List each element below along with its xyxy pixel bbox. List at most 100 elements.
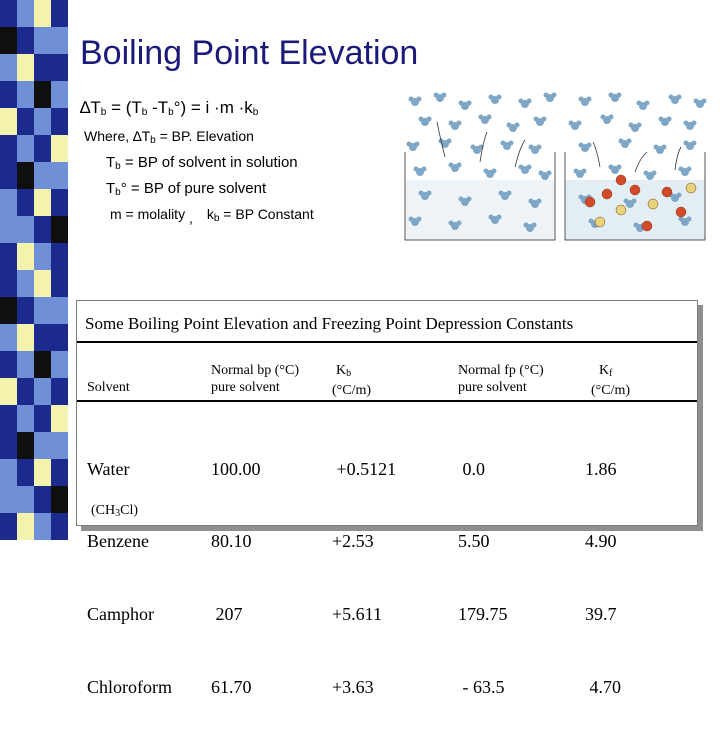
solvent-molecule	[470, 144, 484, 154]
strip-block	[51, 135, 68, 162]
solute-ion	[685, 182, 697, 194]
strip-block	[17, 432, 34, 459]
strip-block	[34, 162, 51, 189]
solvent-molecule	[478, 114, 492, 124]
solute-ion	[641, 220, 653, 232]
strip-block	[0, 486, 17, 513]
strip-block	[34, 108, 51, 135]
solvent-molecule	[418, 116, 432, 126]
strip-block	[34, 243, 51, 270]
header-normal-bp: Normal bp (°C) pure solvent	[211, 363, 300, 395]
strip-block	[17, 108, 34, 135]
solvent-molecule	[458, 100, 472, 110]
strip-block	[17, 459, 34, 486]
strip-block	[0, 378, 17, 405]
solvent-molecule	[523, 222, 537, 232]
strip-block	[17, 297, 34, 324]
table-cell: Water	[87, 458, 130, 479]
solvent-molecule	[433, 92, 447, 102]
evaporation-illustration	[404, 92, 707, 241]
strip-block	[51, 27, 68, 54]
column-solvent: Water Benzene Camphor Chloroform	[87, 408, 172, 748]
strip-block	[17, 270, 34, 297]
table-header-rule	[77, 400, 697, 402]
strip-block	[51, 0, 68, 27]
solvent-molecules	[406, 92, 707, 232]
strip-block	[51, 513, 68, 540]
arrows	[436, 121, 682, 173]
strip-block	[51, 459, 68, 486]
strip-block	[0, 270, 17, 297]
solvent-molecule	[506, 122, 520, 132]
solvent-molecule	[568, 120, 582, 130]
strip-block	[51, 432, 68, 459]
table-cell: 207	[211, 604, 243, 625]
strip-block	[17, 27, 34, 54]
strip-block	[34, 216, 51, 243]
solvent-molecule	[623, 198, 637, 208]
solvent-molecule	[658, 116, 672, 126]
table-cell: 61.70	[211, 677, 252, 698]
strip-block	[17, 216, 34, 243]
column-kb: +0.5121 +2.53 +5.611 +3.63	[332, 408, 396, 748]
solute-ion	[594, 216, 606, 228]
strip-block	[51, 189, 68, 216]
strip-block	[34, 0, 51, 27]
table-cell: +0.5121	[332, 458, 397, 479]
solute-ion	[601, 188, 613, 200]
solvent-molecule	[683, 140, 697, 150]
strip-block	[34, 54, 51, 81]
solvent-molecule	[573, 168, 587, 178]
strip-block	[0, 432, 17, 459]
strip-block	[0, 513, 17, 540]
strip-block	[51, 297, 68, 324]
strip-block	[17, 378, 34, 405]
strip-block	[34, 378, 51, 405]
strip-block	[0, 54, 17, 81]
strip-block	[17, 0, 34, 27]
strip-block	[0, 189, 17, 216]
solvent-molecule	[608, 164, 622, 174]
solute-ion	[647, 198, 659, 210]
solvent-molecule	[483, 168, 497, 178]
solvent-molecule	[693, 98, 707, 108]
strip-block	[0, 351, 17, 378]
strip-block	[51, 162, 68, 189]
strip-block	[51, 378, 68, 405]
strip-block	[51, 324, 68, 351]
solvent-molecule	[533, 116, 547, 126]
column-kf: 1.86 4.90 39.7 4.70	[585, 408, 621, 748]
column-normal-fp: 0.0 5.50 179.75 - 63.5	[458, 408, 508, 748]
bp-elevation-equation: ∆Tb = (Tb -Tb°) = i ·m ·kb	[80, 98, 259, 118]
strip-block	[17, 189, 34, 216]
table-cell: +5.611	[332, 604, 382, 625]
solvent-molecule	[543, 92, 557, 102]
solvent-molecule	[538, 170, 552, 180]
strip-block	[51, 486, 68, 513]
solvent-molecule	[448, 120, 462, 130]
table-cell: 4.70	[585, 677, 622, 698]
solvent-molecule	[413, 166, 427, 176]
strip-block	[0, 162, 17, 189]
strip-block	[0, 108, 17, 135]
solvent-molecule	[448, 220, 462, 230]
definition-delta-tb: Where, ∆Tb = BP. Elevation	[84, 128, 254, 146]
definition-molality: m = molality , kb = BP Constant	[110, 206, 314, 226]
solvent-molecule	[498, 190, 512, 200]
strip-block	[0, 459, 17, 486]
table-cell: 179.75	[458, 604, 508, 625]
strip-block	[51, 405, 68, 432]
strip-block	[34, 324, 51, 351]
solute-ion	[629, 184, 641, 196]
table-cell: +2.53	[332, 531, 374, 552]
solvent-molecule	[578, 142, 592, 152]
solvent-molecule	[418, 190, 432, 200]
solvent-molecule	[458, 196, 472, 206]
strip-block	[34, 81, 51, 108]
solvent-molecule	[528, 144, 542, 154]
strip-block	[0, 81, 17, 108]
strip-block	[34, 513, 51, 540]
definition-tb-pure: Tb° = BP of pure solvent	[106, 180, 267, 198]
strip-block	[0, 243, 17, 270]
solute-ions	[584, 174, 697, 232]
